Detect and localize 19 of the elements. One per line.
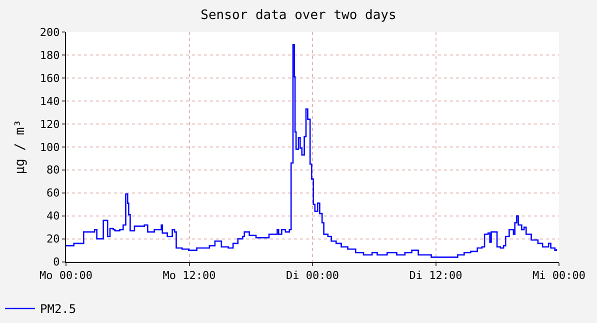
x-tick-label: Mo 12:00 bbox=[162, 269, 216, 282]
y-tick-label: 0 bbox=[53, 256, 60, 269]
y-tick-label: 60 bbox=[46, 186, 60, 200]
y-tick-label: 100 bbox=[40, 140, 60, 154]
y-tick-label: 120 bbox=[40, 118, 60, 131]
y-tick-label: 80 bbox=[46, 164, 60, 177]
x-tick-label: Di 00:00 bbox=[286, 269, 339, 282]
x-tick-label: Di 12:00 bbox=[409, 269, 462, 282]
chart-title: Sensor data over two days bbox=[200, 8, 396, 23]
y-tick-label: 140 bbox=[40, 94, 60, 108]
y-axis-title: µg / m³ bbox=[12, 120, 28, 174]
y-tick-label: 40 bbox=[46, 210, 60, 223]
y-tick-label: 160 bbox=[40, 72, 60, 85]
y-tick-label: 200 bbox=[40, 26, 60, 39]
x-tick-label: Mi 00:00 bbox=[532, 269, 586, 282]
legend-label: PM2.5 bbox=[40, 302, 76, 316]
x-tick-label: Mo 00:00 bbox=[40, 269, 92, 282]
y-tick-label: 20 bbox=[46, 232, 60, 246]
y-tick-label: 180 bbox=[40, 48, 60, 62]
